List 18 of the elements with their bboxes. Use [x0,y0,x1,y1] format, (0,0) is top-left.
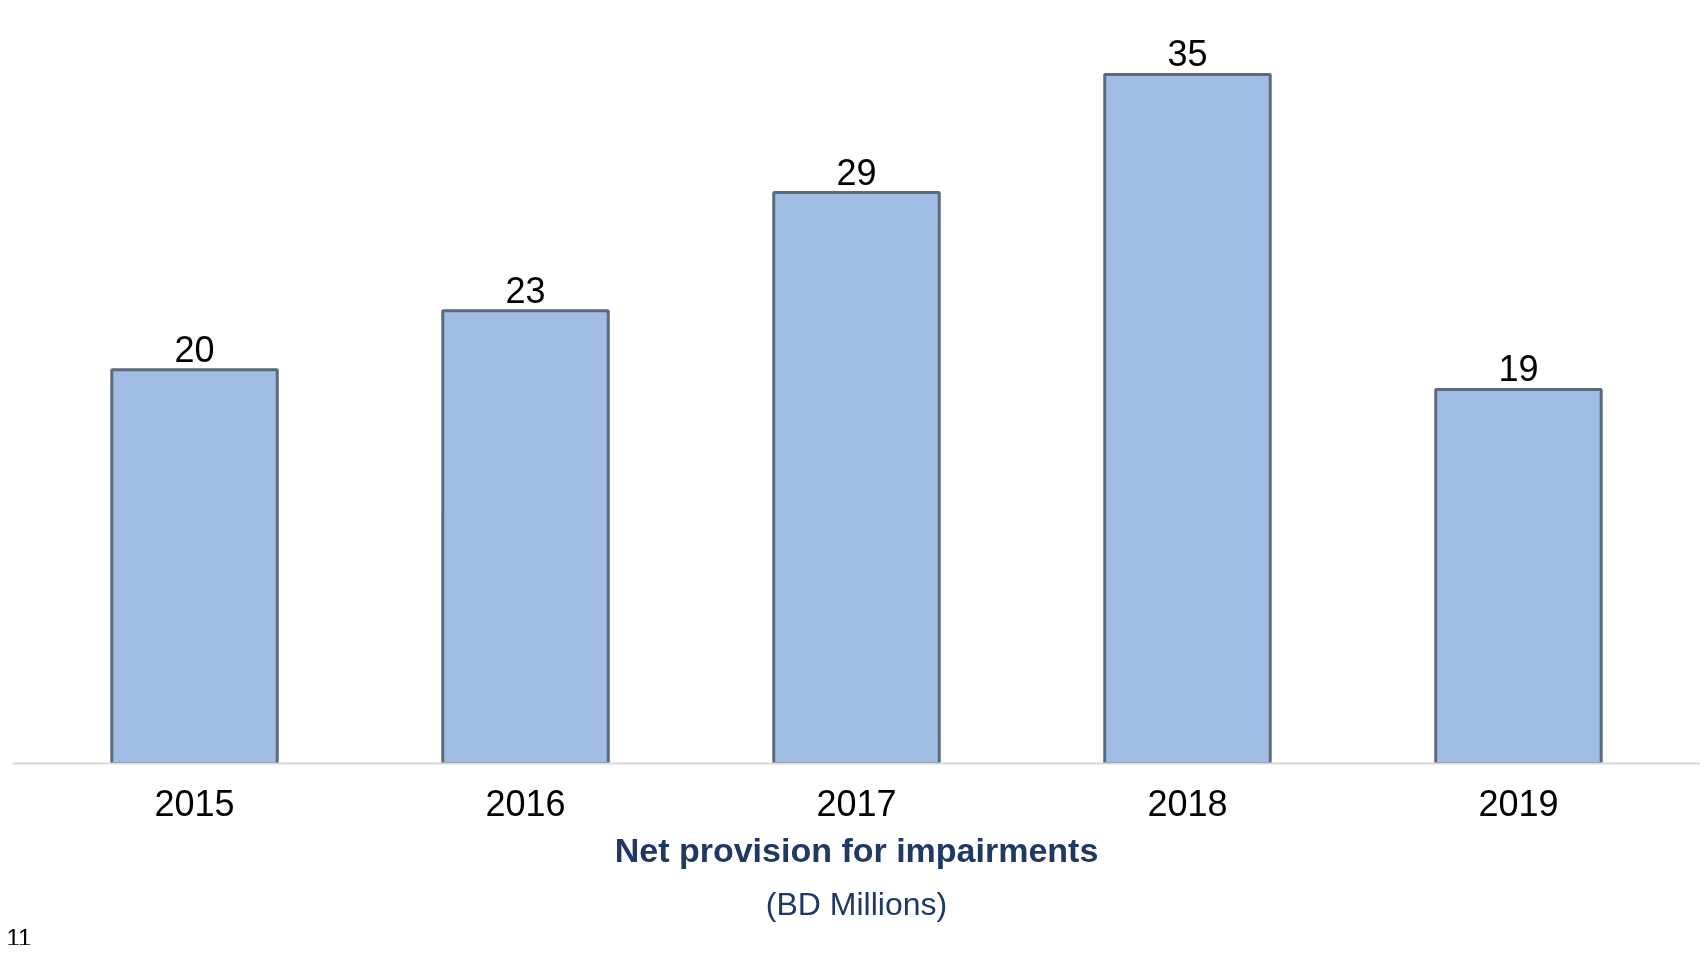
text: Net provision for impairments [614,830,1099,869]
x-tick-label: 2015 [154,782,235,824]
text: (BD Millions) [765,885,948,922]
data-label: 29 [836,151,877,193]
data-label: 35 [1167,33,1208,75]
bar [110,368,279,764]
text: 11 [6,923,32,951]
x-tick-label: 2017 [816,782,897,824]
bar [1434,387,1603,764]
x-tick-label: 2018 [1147,782,1228,824]
data-label: 23 [505,269,546,311]
bar [772,191,941,764]
x-tick-label: 2019 [1478,782,1559,824]
x-tick-label: 2016 [485,782,566,824]
data-label: 19 [1498,348,1539,390]
bar [441,309,610,764]
data-label: 20 [174,328,215,370]
bar [1103,72,1272,764]
